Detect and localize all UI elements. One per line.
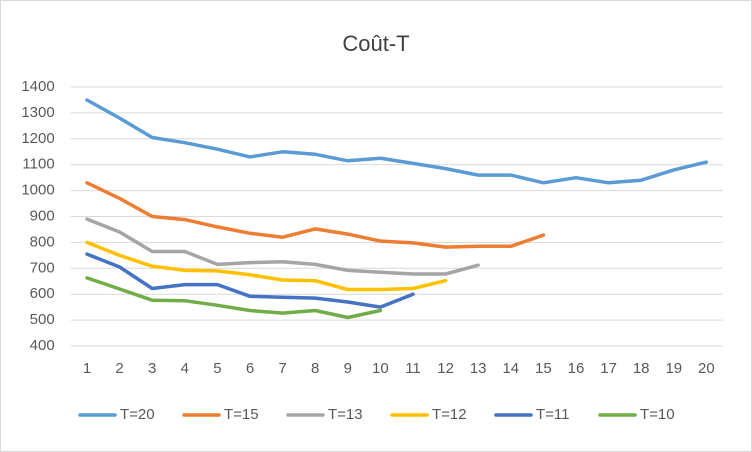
x-tick-label: 10 (372, 360, 389, 377)
x-tick-label: 17 (600, 360, 617, 377)
series-line (85, 252, 415, 309)
x-tick-label: 16 (568, 360, 585, 377)
chart-title: Coût-T (342, 31, 409, 56)
legend-label: T=20 (120, 406, 155, 423)
y-tick-label: 1100 (22, 156, 54, 173)
y-tick-label: 900 (30, 207, 55, 224)
x-tick-label: 13 (470, 360, 487, 377)
y-tick-label: 500 (30, 311, 55, 328)
series-line (85, 276, 383, 320)
x-tick-label: 18 (633, 360, 650, 377)
x-tick-label: 9 (344, 360, 352, 377)
x-tick-label: 20 (698, 360, 715, 377)
series-line (85, 217, 480, 276)
x-tick-label: 7 (278, 360, 286, 377)
legend-label: T=15 (224, 406, 259, 423)
y-tick-label: 400 (30, 337, 55, 354)
y-tick-label: 700 (30, 259, 55, 276)
y-tick-label: 800 (30, 233, 55, 250)
legend-label: T=12 (432, 406, 467, 423)
y-tick-label: 1400 (21, 78, 54, 95)
x-tick-label: 11 (405, 360, 421, 377)
x-tick-label: 12 (437, 360, 454, 377)
x-tick-label: 15 (535, 360, 552, 377)
legend-label: T=11 (536, 406, 570, 423)
x-tick-label: 19 (665, 360, 682, 377)
y-tick-label: 1200 (21, 130, 54, 147)
x-tick-label: 4 (181, 360, 189, 377)
legend-label: T=10 (640, 406, 675, 423)
y-tick-label: 600 (30, 285, 55, 302)
series-line (85, 181, 546, 249)
x-tick-label: 14 (502, 360, 519, 377)
x-tick-label: 1 (83, 360, 91, 377)
x-tick-label: 6 (246, 360, 254, 377)
x-tick-label: 3 (148, 360, 156, 377)
series-line (85, 98, 709, 185)
series-line (85, 240, 448, 292)
y-tick-label: 1300 (21, 104, 54, 121)
x-tick-label: 8 (311, 360, 319, 377)
y-tick-label: 1000 (21, 182, 54, 199)
x-tick-label: 2 (115, 360, 123, 377)
x-tick-label: 5 (213, 360, 221, 377)
legend-label: T=13 (328, 406, 363, 423)
